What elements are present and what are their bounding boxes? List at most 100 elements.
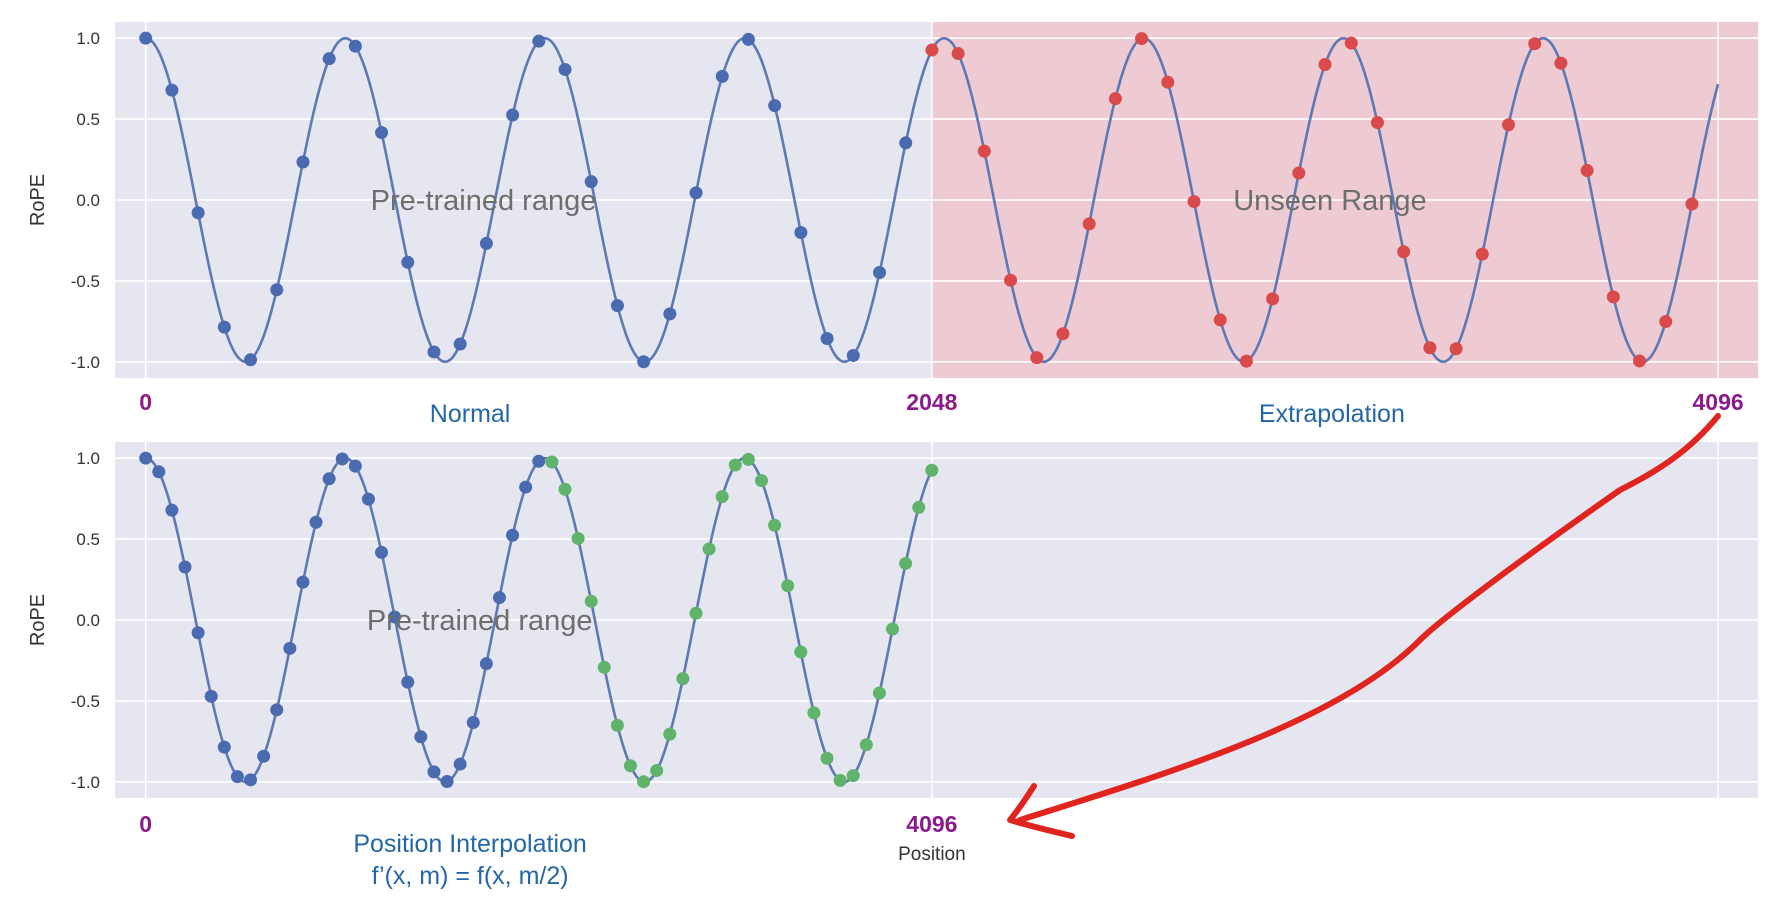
extrapolated-point: [1685, 197, 1699, 211]
extrapolated-point: [1318, 57, 1332, 71]
normal-point: [401, 255, 415, 269]
extrapolated-point: [1187, 195, 1201, 209]
normal-point: [558, 62, 572, 76]
interpolated-point: [637, 775, 651, 789]
normal-point: [466, 715, 480, 729]
interpolated-point: [702, 542, 716, 556]
interpolated-point: [715, 490, 729, 504]
normal-point: [283, 641, 297, 655]
normal-point: [414, 730, 428, 744]
extrapolated-point: [925, 43, 939, 57]
normal-point: [230, 770, 244, 784]
normal-point: [322, 472, 336, 486]
extrapolated-point: [1030, 351, 1044, 365]
normal-point: [270, 283, 284, 297]
normal-point: [453, 337, 467, 351]
normal-point: [244, 353, 258, 367]
method-caption: f’(x, m) = f(x, m/2): [372, 862, 569, 890]
extrapolated-point: [1449, 342, 1463, 356]
interpolated-point: [781, 579, 795, 593]
interpolated-point: [623, 759, 637, 773]
extrapolated-point: [1423, 341, 1437, 355]
normal-point: [322, 52, 336, 66]
range-label: Unseen Range: [1233, 185, 1426, 217]
extrapolated-point: [977, 144, 991, 158]
y-axis-title: RoPE: [27, 594, 49, 646]
normal-point: [637, 355, 651, 369]
y-tick-label: 0.5: [76, 530, 100, 549]
y-axis-title: RoPE: [27, 174, 49, 226]
interpolated-point: [676, 672, 690, 686]
normal-point: [479, 236, 493, 250]
normal-point: [165, 83, 179, 97]
extrapolated-point: [1370, 116, 1384, 130]
method-caption: Position Interpolation: [353, 830, 586, 858]
interpolated-point: [807, 706, 821, 720]
extrapolated-point: [1633, 354, 1647, 368]
normal-point: [610, 299, 624, 313]
normal-point: [519, 480, 533, 494]
normal-point: [584, 175, 598, 189]
interpolated-point: [728, 458, 742, 472]
normal-point: [257, 749, 271, 763]
interpolated-point: [820, 751, 834, 765]
interpolated-point: [650, 764, 664, 778]
normal-point: [741, 32, 755, 46]
extrapolated-point: [1239, 354, 1253, 368]
range-label: Pre-trained range: [371, 185, 597, 217]
y-tick-label: -0.5: [71, 272, 100, 291]
normal-point: [388, 610, 402, 624]
normal-point: [335, 452, 349, 466]
extrapolated-point: [1344, 36, 1358, 50]
normal-point: [899, 136, 913, 150]
y-tick-label: 0.5: [76, 110, 100, 129]
interpolated-point: [689, 606, 703, 620]
extrapolated-point: [1606, 290, 1620, 304]
method-caption: Extrapolation: [1259, 400, 1405, 428]
interpolated-point: [584, 594, 598, 608]
interpolated-point: [558, 482, 572, 496]
normal-point: [820, 332, 834, 346]
interpolated-point: [886, 622, 900, 636]
normal-point: [152, 465, 166, 479]
normal-point: [768, 99, 782, 113]
extrapolated-point: [1056, 327, 1070, 341]
normal-point: [715, 69, 729, 83]
extrapolated-point: [1475, 247, 1489, 261]
normal-point: [217, 320, 231, 334]
normal-point: [506, 108, 520, 122]
normal-point: [846, 348, 860, 362]
interpolated-point: [925, 463, 939, 477]
normal-point: [296, 155, 310, 169]
normal-point: [689, 186, 703, 200]
interpolated-point: [741, 452, 755, 466]
mapping-arrow-head: [1007, 783, 1075, 839]
y-tick-label: 1.0: [76, 29, 100, 48]
normal-point: [453, 757, 467, 771]
normal-point: [375, 126, 389, 140]
normal-point: [139, 31, 153, 45]
position-label: 2048: [906, 389, 957, 415]
position-label: 0: [139, 389, 152, 415]
extrapolated-point: [1266, 292, 1280, 306]
extrapolated-point: [1501, 118, 1515, 132]
normal-point: [348, 459, 362, 473]
interpolated-point: [545, 455, 559, 469]
interpolated-point: [610, 718, 624, 732]
interpolated-point: [754, 474, 768, 488]
method-caption: Normal: [430, 400, 511, 428]
normal-point: [663, 307, 677, 321]
normal-point: [440, 775, 454, 789]
y-tick-label: 0.0: [76, 611, 100, 630]
position-label: 4096: [1692, 389, 1743, 415]
interpolated-point: [912, 500, 926, 514]
interpolated-point: [859, 738, 873, 752]
normal-point: [348, 39, 362, 53]
normal-point: [532, 34, 546, 48]
y-tick-label: -1.0: [71, 773, 100, 792]
normal-point: [506, 528, 520, 542]
range-label: Pre-trained range: [367, 605, 593, 637]
interpolated-point: [794, 645, 808, 659]
interpolated-point: [846, 769, 860, 783]
normal-point: [270, 703, 284, 717]
